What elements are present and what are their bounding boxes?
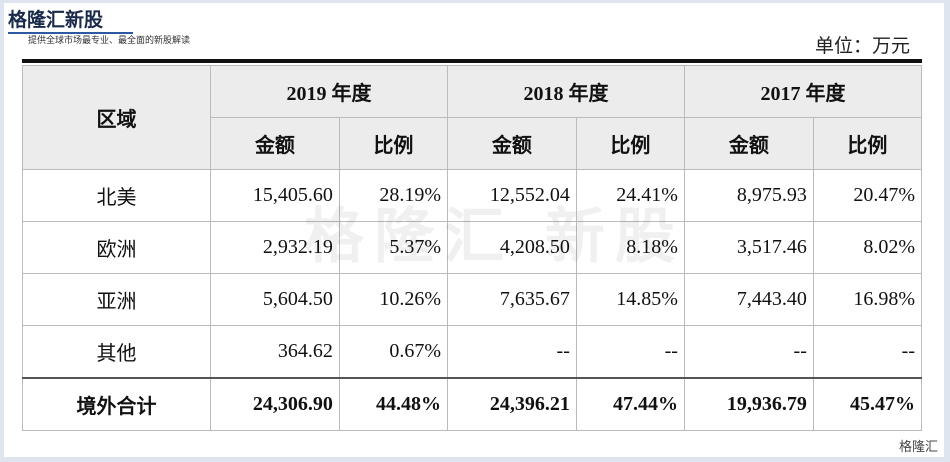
region-cell: 亚洲 — [22, 273, 211, 326]
header-cell: 金额 — [210, 117, 340, 170]
brand: 格隆汇新股 — [8, 5, 134, 34]
value-cell: 8.18% — [575, 221, 685, 274]
value-cell: 8,975.93 — [683, 169, 814, 222]
header-cell: 比例 — [338, 117, 448, 170]
data-table: 区域 2019 年度 2018 年度 2017 年度 金额 比例 金额 比例 金额 比例 … — [22, 65, 923, 431]
value-cell: 5.37% — [338, 221, 448, 274]
value-cell: 47.44% — [575, 377, 685, 431]
value-cell: 16.98% — [812, 273, 923, 326]
value-cell: 4,208.50 — [446, 221, 577, 274]
region-cell: 其他 — [22, 325, 211, 379]
footer-logo: 格隆汇 — [898, 440, 938, 455]
value-cell: 15,405.60 — [210, 169, 340, 222]
table-row: 其他 364.62 0.67% -- -- -- -- — [22, 325, 923, 379]
value-cell: 5,604.50 — [210, 273, 340, 326]
value-cell: 10.26% — [338, 273, 448, 326]
watermark: 格隆汇 新股 — [304, 202, 685, 272]
header-cell: 比例 — [575, 117, 685, 170]
value-cell: 24,396.21 — [446, 377, 577, 431]
header-cell: 2019 年度 — [210, 65, 448, 118]
region-cell: 北美 — [22, 169, 211, 222]
table-body: 北美 15,405.60 28.19% 12,552.04 24.41% 8,975.93… — [22, 169, 923, 431]
value-cell: 7,443.40 — [683, 273, 814, 326]
value-cell: 28.19% — [338, 169, 448, 222]
region-cell: 境外合计 — [22, 377, 211, 431]
header-cell: 金额 — [446, 117, 577, 170]
header-cell: 区域 — [22, 65, 211, 170]
value-cell: 20.47% — [812, 169, 923, 222]
header-cell: 比例 — [812, 117, 923, 170]
unit-label: 单位：万元 — [814, 35, 910, 57]
region-cell: 欧洲 — [22, 221, 211, 274]
value-cell: 3,517.46 — [683, 221, 814, 274]
value-cell: 44.48% — [338, 377, 448, 431]
value-cell: -- — [683, 325, 814, 379]
value-cell: 45.47% — [812, 377, 923, 431]
header-cell: 2017 年度 — [683, 65, 923, 118]
value-cell: 24,306.90 — [210, 377, 340, 431]
value-cell: 14.85% — [575, 273, 685, 326]
value-cell: 19,936.79 — [683, 377, 814, 431]
header-cell: 金额 — [683, 117, 814, 170]
header-row: 金额 比例 金额 比例 金额 比例 — [23, 117, 923, 170]
value-cell: -- — [575, 325, 685, 379]
page: 格隆汇新股 提供全球市场最专业、最全面的新股解读 单位：万元 区域 2019 年… — [4, 3, 944, 457]
value-cell: 7,635.67 — [446, 273, 577, 326]
value-cell: 364.62 — [210, 325, 340, 379]
value-cell: 8.02% — [812, 221, 923, 274]
value-cell: 0.67% — [338, 325, 448, 379]
value-cell: 2,932.19 — [210, 221, 340, 274]
header-row: 区域 2019 年度 2018 年度 2017 年度 — [22, 65, 923, 170]
tagline: 提供全球市场最专业、最全面的新股解读 — [28, 36, 191, 46]
value-cell: -- — [446, 325, 577, 379]
table-row: 亚洲 5,604.50 10.26% 7,635.67 14.85% 7,443.40 16… — [22, 273, 923, 326]
value-cell: -- — [812, 325, 923, 379]
table-row: 境外合计 24,306.90 44.48% 24,396.21 47.44% 19,936… — [22, 377, 923, 431]
table-top-rule — [22, 59, 922, 63]
value-cell: 24.41% — [575, 169, 685, 222]
header-cell: 2018 年度 — [446, 65, 685, 118]
